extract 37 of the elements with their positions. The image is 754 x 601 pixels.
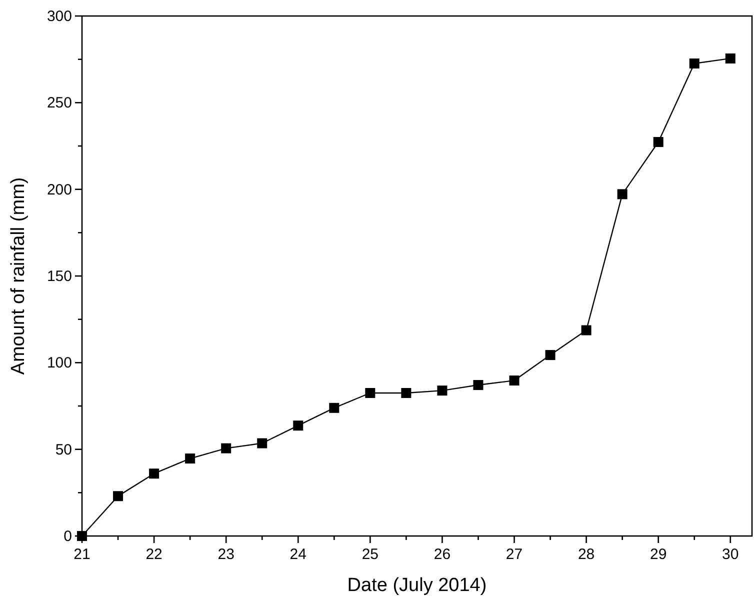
point [293,420,304,431]
point [545,350,556,360]
point [401,388,412,398]
x-tick-label: 21 [74,546,90,563]
y-tick-label: 100 [46,354,72,372]
y-axis-title: Amount of rainfall (mm) [8,177,29,375]
x-tick-label: 29 [650,546,667,563]
point [473,380,484,390]
y-tick-label: 300 [46,8,72,25]
point [581,325,592,336]
point [185,454,196,464]
point [653,137,664,148]
point [509,376,520,386]
y-tick-label: 250 [46,94,72,112]
x-tick-label: 22 [146,546,162,563]
point [365,388,376,398]
point [149,468,160,479]
y-tick-label: 200 [46,181,72,198]
x-axis-title: Date (July 2014) [347,575,487,596]
point [113,491,124,502]
point [257,438,268,448]
x-tick-label: 27 [506,546,523,563]
point [221,443,232,454]
y-tick-label: 50 [55,441,72,458]
point [725,53,736,64]
point [617,189,628,200]
x-tick-label: 23 [218,546,234,563]
y-tick-label: 150 [46,268,72,285]
x-tick-label: 28 [578,546,595,563]
x-tick-label: 26 [434,546,451,563]
x-tick-label: 30 [722,546,739,563]
point [437,386,448,396]
x-tick-label: 24 [290,546,306,563]
point [329,402,340,413]
y-tick-label: 0 [64,528,72,545]
x-tick-label: 25 [362,546,379,563]
point [689,58,700,68]
